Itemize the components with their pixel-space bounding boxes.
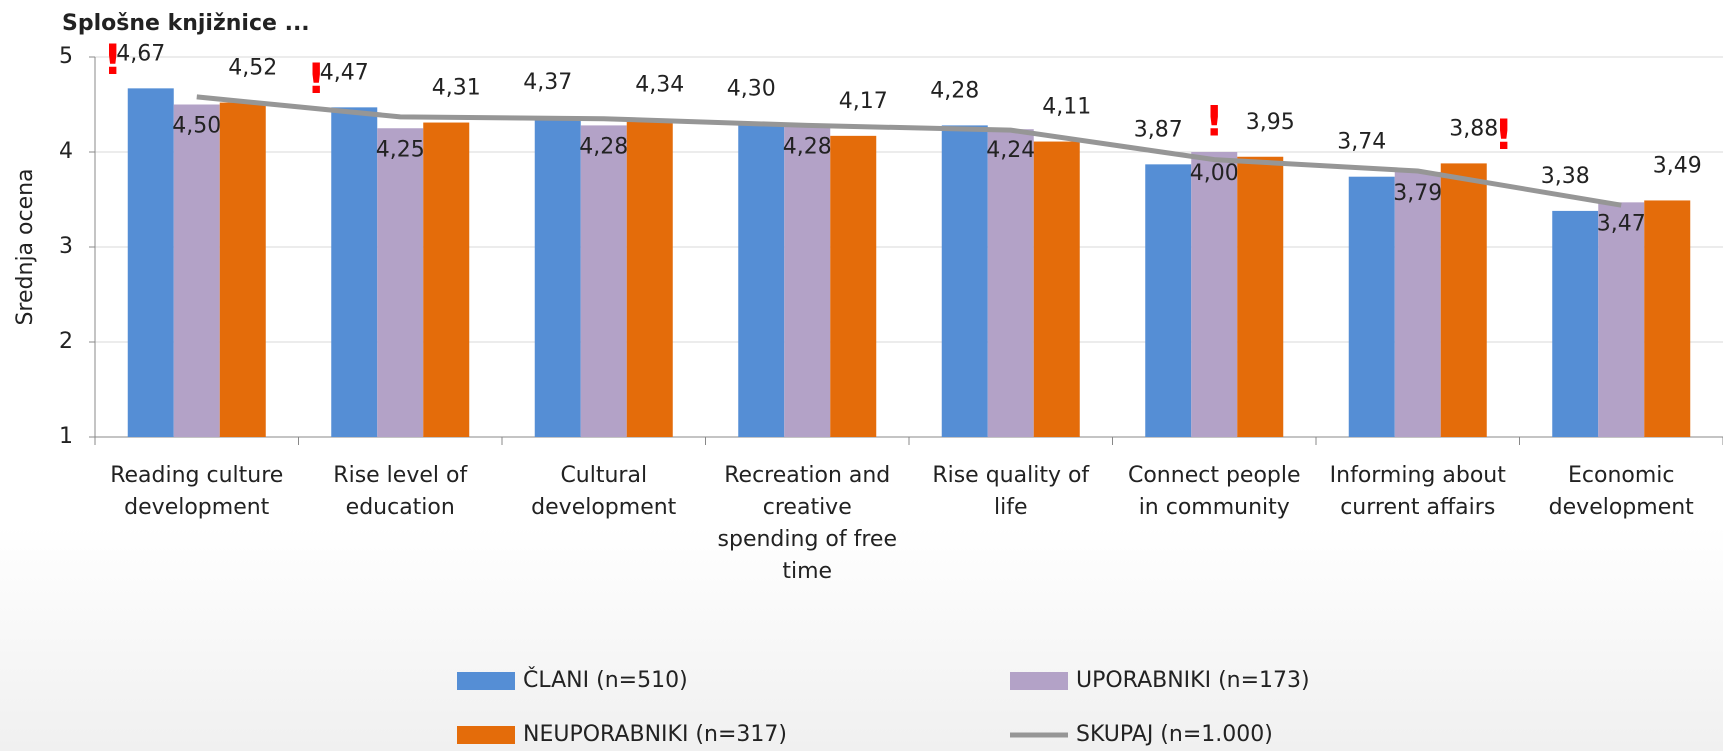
data-label: 3,38 [1541,164,1590,189]
legend-label: ČLANI (n=510) [523,667,688,693]
y-tick-label: 5 [59,44,73,69]
x-tick-label-box: Connect people in community [1127,463,1301,520]
data-label: 4,47 [320,60,369,85]
x-tick-label-box: Informing about current affairs [1329,463,1506,520]
data-label: 4,52 [228,56,277,81]
data-label: 3,88 [1449,116,1498,141]
data-label: 4,37 [523,70,572,95]
legend-label: UPORABNIKI (n=173) [1076,668,1310,693]
x-tick-label: Recreation and creative spending of free… [717,463,897,584]
data-label: 4,28 [579,134,628,159]
legend-label: NEUPORABNIKI (n=317) [523,722,787,747]
data-label: 3,95 [1246,110,1295,135]
annotation: ! [307,54,326,103]
data-label: 4,67 [116,41,165,66]
bar [1644,200,1691,437]
x-tick-label-box: Rise quality of life [932,463,1090,520]
bar [173,104,220,437]
x-tick-label-box: Economic development [1548,463,1694,520]
x-tick-label: Connect people in community [1127,463,1301,520]
data-label: 4,11 [1042,95,1091,120]
annotation: ! [1205,97,1224,146]
y-tick-label: 1 [59,424,73,449]
y-axis-label: Srednja ocena [13,168,38,325]
x-tick-label-box: Cultural development [531,463,677,520]
bar [1394,171,1441,437]
bar [1145,164,1192,437]
x-tick-label: Informing about current affairs [1329,463,1506,520]
x-tick-label: Economic development [1548,463,1694,520]
chart-title: Splošne knjižnice ... [62,11,310,36]
bar [941,125,988,438]
y-tick-label: 4 [59,139,73,164]
bar [987,129,1034,437]
legend-label: SKUPAJ (n=1.000) [1076,722,1273,747]
bar [1191,152,1238,437]
annotation: ! [1494,110,1513,159]
data-label: 3,47 [1597,211,1646,236]
legend-swatch [457,726,515,744]
legend-swatch [457,672,515,690]
data-label: 4,28 [783,134,832,159]
bar [626,119,673,437]
x-tick-label: Rise quality of life [932,463,1090,520]
x-tick-label: Cultural development [531,463,677,520]
bar [1440,163,1487,437]
data-label: 3,87 [1134,117,1183,142]
data-label: 3,74 [1337,130,1386,155]
bar [784,125,831,438]
bar [534,116,581,437]
x-tick-label-box: Recreation and creative spending of free… [717,463,897,584]
data-label: 4,25 [376,137,425,162]
data-label: 4,24 [986,138,1035,163]
legend-swatch [1010,672,1068,690]
bar [580,125,627,438]
bar [1552,210,1599,437]
bar [1598,202,1645,437]
data-label: 3,79 [1393,181,1442,206]
bar [830,135,877,437]
y-tick-label: 2 [59,329,73,354]
x-tick-label-box: Rise level of education [333,463,468,520]
bar [738,123,785,437]
bar [219,102,266,437]
bar [1348,176,1395,437]
x-tick-label-box: Reading culture development [110,463,284,520]
data-label: 4,00 [1190,161,1239,186]
data-label: 4,34 [635,73,684,98]
data-label: 4,28 [930,78,979,103]
bar [127,88,174,437]
line-series [196,94,1622,208]
annotation: ! [103,35,122,84]
data-label: 4,50 [172,114,221,139]
data-label: 3,49 [1653,153,1702,178]
data-label: 4,31 [432,76,481,101]
bar [377,128,424,437]
x-tick-label: Rise level of education [333,463,468,520]
bar [331,107,378,437]
data-label: 4,30 [727,77,776,102]
y-tick-label: 3 [59,234,73,259]
x-tick-label: Reading culture development [110,463,284,520]
data-label: 4,17 [839,89,888,114]
bar [1033,141,1080,438]
bar [1237,156,1284,437]
bar [423,122,470,438]
